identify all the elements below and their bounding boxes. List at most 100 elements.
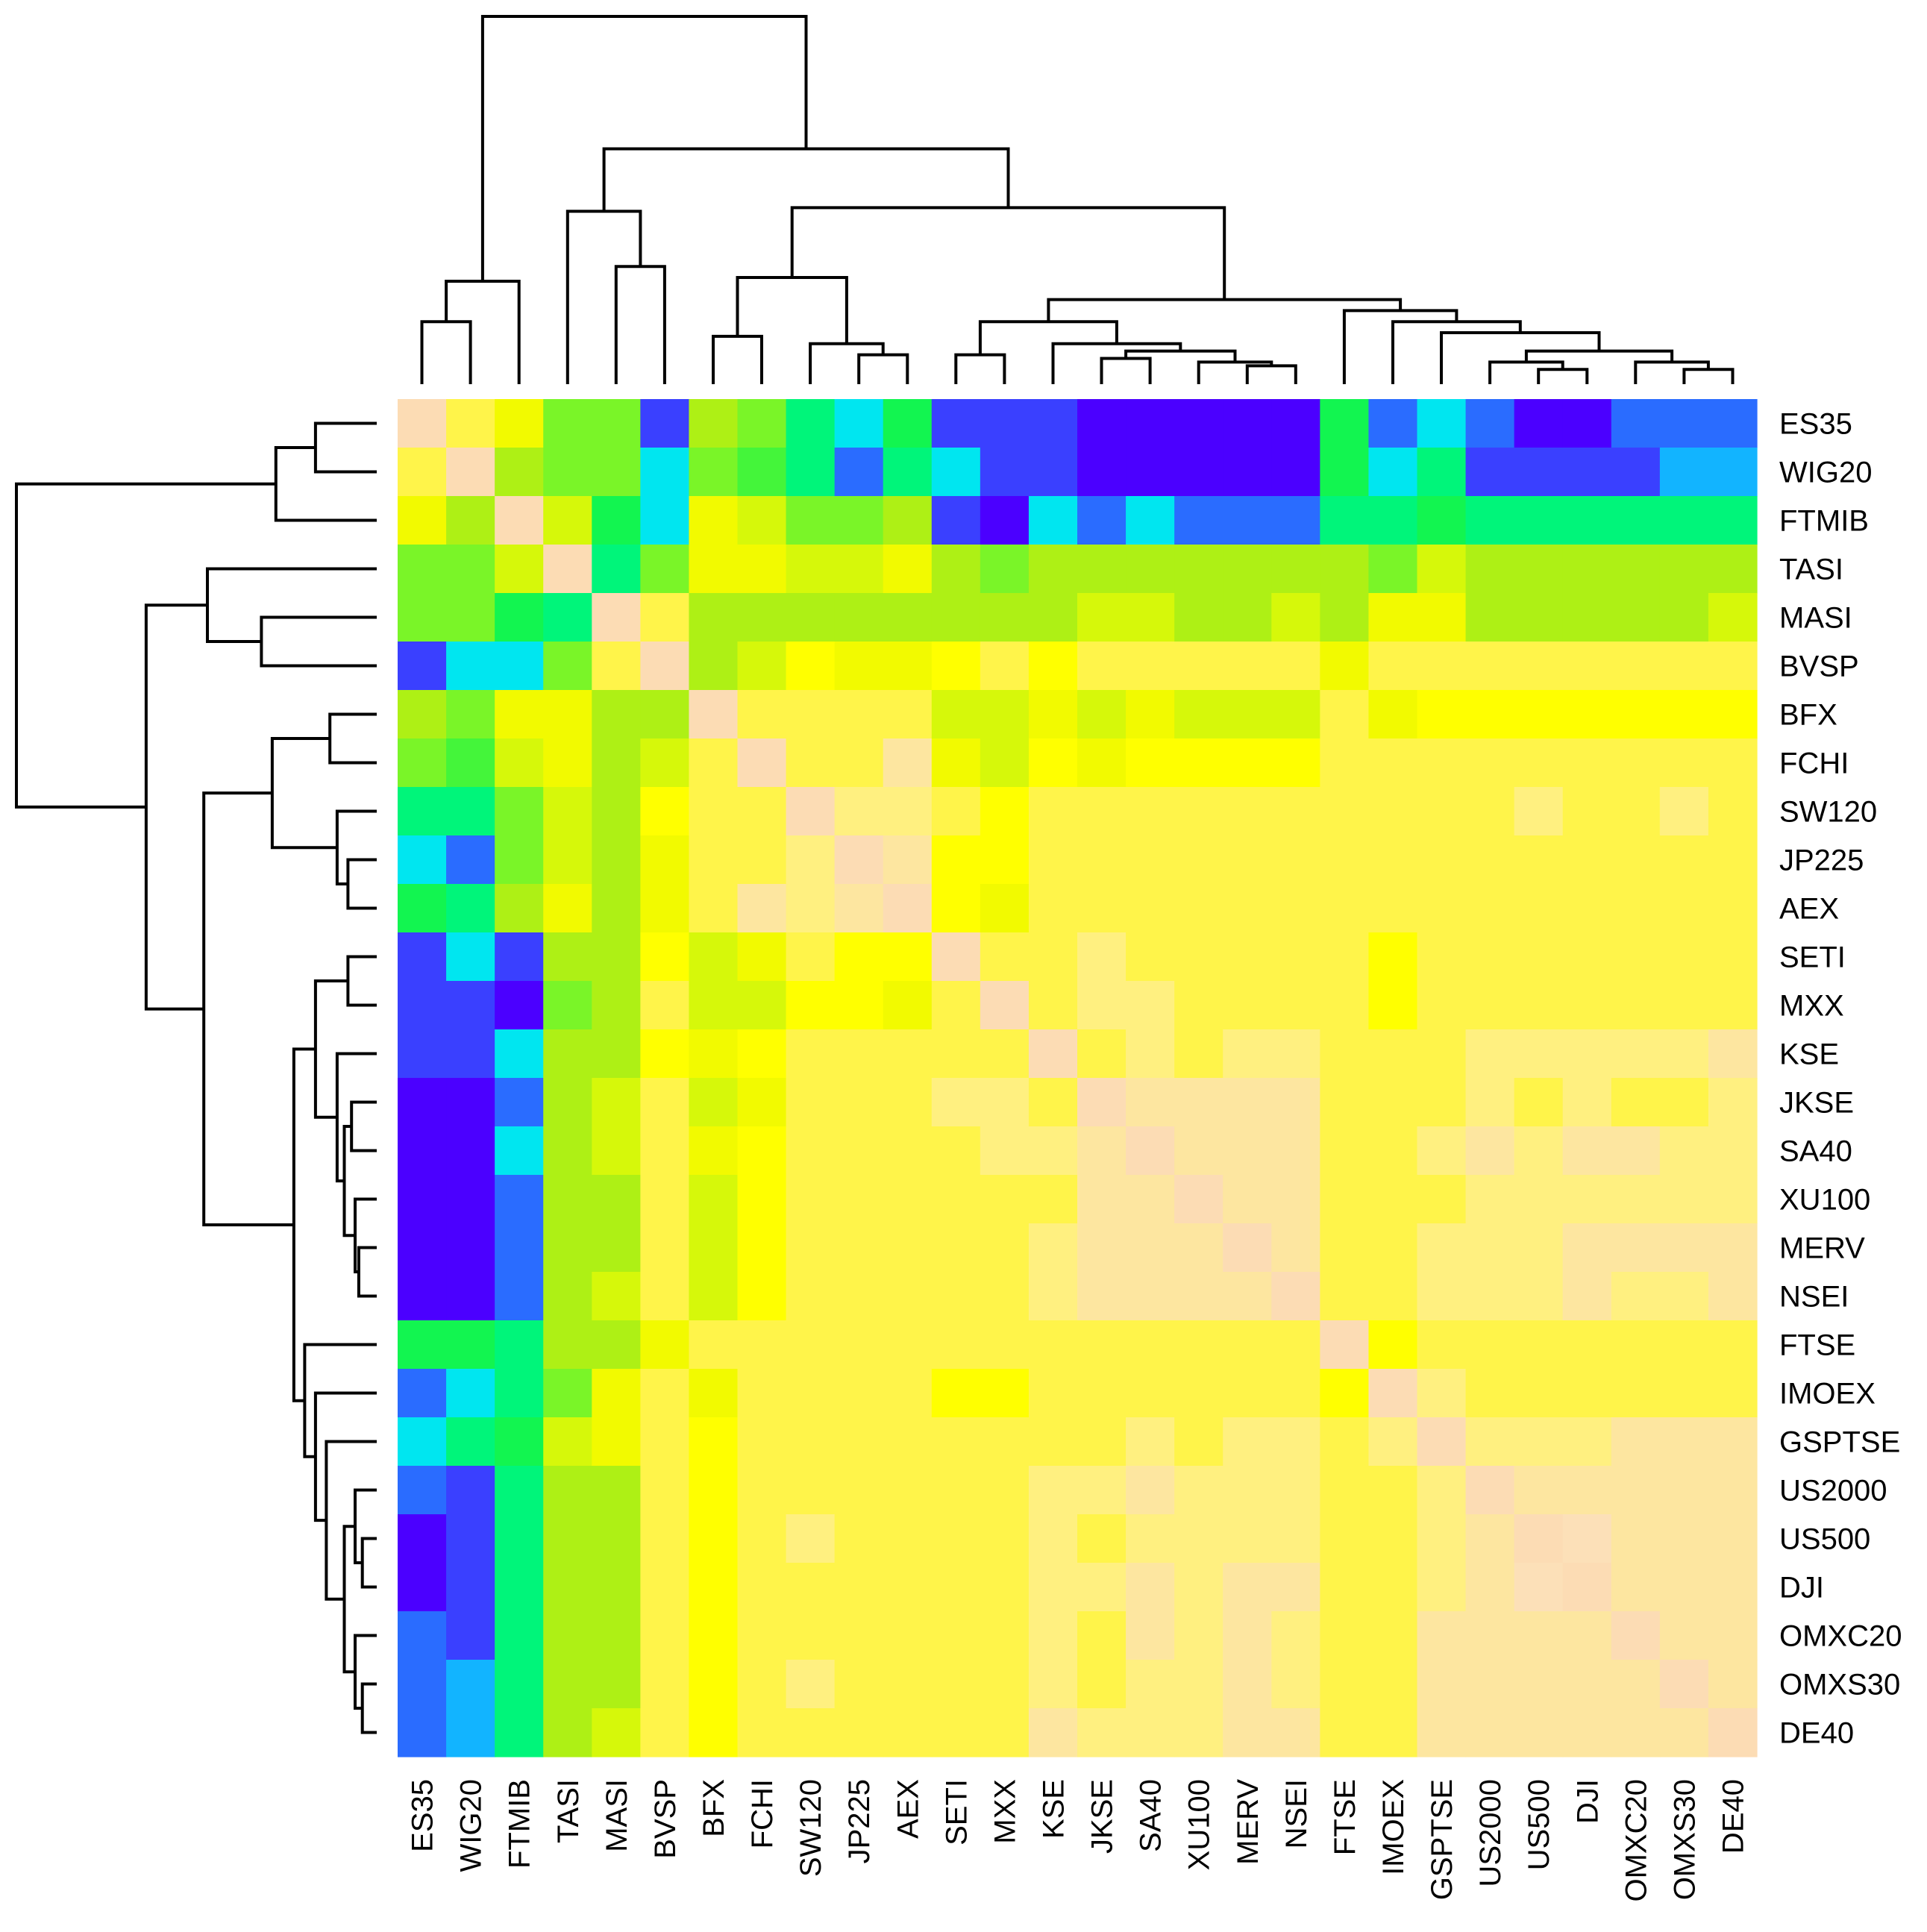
- column-label-FTSE: FTSE: [1329, 1779, 1362, 1855]
- heatmap-cell-BFX-US2000: [1465, 690, 1515, 739]
- heatmap-cell-DE40-XU100: [1174, 1708, 1223, 1757]
- heatmap-cell-SA40-OMXS30: [1659, 1126, 1709, 1176]
- heatmap-cell-FTSE-AEX: [883, 1320, 933, 1370]
- heatmap-cell-FCHI-SW120: [786, 738, 836, 788]
- heatmap-cell-OMXC20-ES35: [398, 1611, 447, 1660]
- heatmap-cell-KSE-SA40: [1126, 1029, 1175, 1079]
- heatmap-cell-NSEI-GSPTSE: [1417, 1272, 1467, 1321]
- heatmap-cell-BVSP-MXX: [980, 642, 1030, 691]
- heatmap-cell-OMXS30-WIG20: [446, 1660, 495, 1709]
- heatmap-cell-US500-DJI: [1562, 1514, 1612, 1564]
- heatmap-cell-SW120-FTSE: [1320, 787, 1370, 836]
- column-label-ES35: ES35: [407, 1779, 439, 1852]
- heatmap-cell-NSEI-MERV: [1223, 1272, 1272, 1321]
- heatmap-cell-FCHI-US500: [1514, 738, 1564, 788]
- heatmap-cell-MERV-MXX: [980, 1223, 1030, 1273]
- heatmap-cell-MXX-OMXS30: [1659, 981, 1709, 1030]
- heatmap-cell-KSE-NSEI: [1271, 1029, 1320, 1079]
- heatmap-cell-KSE-KSE: [1028, 1029, 1078, 1079]
- heatmap-cell-MXX-FCHI: [737, 981, 787, 1030]
- heatmap-cell-MASI-FCHI: [737, 593, 787, 642]
- heatmap-cell-ES35-OMXS30: [1659, 399, 1709, 448]
- heatmap-cell-MXX-MXX: [980, 981, 1030, 1030]
- heatmap-cell-SETI-BFX: [689, 932, 739, 982]
- heatmap-cell-SA40-DE40: [1708, 1126, 1758, 1176]
- heatmap-cell-MERV-ES35: [398, 1223, 447, 1273]
- heatmap-cell-IMOEX-WIG20: [446, 1369, 495, 1418]
- heatmap-cell-AEX-MERV: [1223, 884, 1272, 933]
- heatmap-cell-BVSP-TASI: [543, 642, 592, 691]
- heatmap-cell-NSEI-MXX: [980, 1272, 1030, 1321]
- heatmap-cell-BVSP-SA40: [1126, 642, 1175, 691]
- heatmap-cell-AEX-BVSP: [640, 884, 690, 933]
- heatmap-cell-JP225-ES35: [398, 835, 447, 885]
- heatmap-cell-OMXC20-GSPTSE: [1417, 1611, 1467, 1660]
- heatmap-cell-US2000-SA40: [1126, 1466, 1175, 1515]
- heatmap-cell-JP225-US500: [1514, 835, 1564, 885]
- heatmap-cell-WIG20-JKSE: [1077, 448, 1127, 497]
- heatmap-cell-US2000-FTMIB: [495, 1466, 544, 1515]
- heatmap-cell-US2000-OMXS30: [1659, 1466, 1709, 1515]
- heatmap-cell-MXX-WIG20: [446, 981, 495, 1030]
- heatmap-cell-FTMIB-SETI: [931, 496, 981, 545]
- heatmap-cell-US2000-ES35: [398, 1466, 447, 1515]
- heatmap-cell-SETI-GSPTSE: [1417, 932, 1467, 982]
- heatmap-cell-FCHI-KSE: [1028, 738, 1078, 788]
- heatmap-cell-DE40-FTSE: [1320, 1708, 1370, 1757]
- heatmap-cell-DE40-NSEI: [1271, 1708, 1320, 1757]
- heatmap-cell-DJI-FCHI: [737, 1563, 787, 1612]
- heatmap-cell-KSE-BFX: [689, 1029, 739, 1079]
- heatmap-cell-GSPTSE-JP225: [834, 1417, 884, 1467]
- heatmap-cell-WIG20-ES35: [398, 448, 447, 497]
- heatmap-cell-FTSE-TASI: [543, 1320, 592, 1370]
- heatmap-cell-OMXS30-SETI: [931, 1660, 981, 1709]
- heatmap-cell-DJI-SA40: [1126, 1563, 1175, 1612]
- row-label-MERV: MERV: [1779, 1232, 1865, 1265]
- heatmap-cell-GSPTSE-FTMIB: [495, 1417, 544, 1467]
- heatmap-cell-MERV-BFX: [689, 1223, 739, 1273]
- heatmap-cell-ES35-OMXC20: [1611, 399, 1661, 448]
- heatmap-cell-MERV-MERV: [1223, 1223, 1272, 1273]
- heatmap-cell-JP225-JP225: [834, 835, 884, 885]
- heatmap-cell-MASI-IMOEX: [1368, 593, 1418, 642]
- heatmap-cell-ES35-US500: [1514, 399, 1564, 448]
- heatmap-cell-DJI-MERV: [1223, 1563, 1272, 1612]
- heatmap-cell-AEX-TASI: [543, 884, 592, 933]
- heatmap-cell-SA40-GSPTSE: [1417, 1126, 1467, 1176]
- heatmap-cell-MASI-OMXC20: [1611, 593, 1661, 642]
- heatmap-cell-IMOEX-OMXS30: [1659, 1369, 1709, 1418]
- heatmap-cell-BVSP-KSE: [1028, 642, 1078, 691]
- heatmap-cell-NSEI-SA40: [1126, 1272, 1175, 1321]
- heatmap-cell-MXX-SETI: [931, 981, 981, 1030]
- heatmap-cell-OMXC20-WIG20: [446, 1611, 495, 1660]
- heatmap-cell-JP225-DJI: [1562, 835, 1612, 885]
- column-label-US500: US500: [1523, 1779, 1555, 1870]
- heatmap-cell-BVSP-SW120: [786, 642, 836, 691]
- row-label-FTMIB: FTMIB: [1779, 505, 1869, 538]
- heatmap-cell-OMXS30-FTMIB: [495, 1660, 544, 1709]
- heatmap-cell-FTMIB-FTSE: [1320, 496, 1370, 545]
- heatmap-cell-XU100-DE40: [1708, 1175, 1758, 1224]
- heatmap-cell-ES35-AEX: [883, 399, 933, 448]
- heatmap-cell-FTMIB-BVSP: [640, 496, 690, 545]
- heatmap-cell-AEX-FTSE: [1320, 884, 1370, 933]
- heatmap-cell-SA40-JP225: [834, 1126, 884, 1176]
- heatmap-cell-KSE-MASI: [592, 1029, 641, 1079]
- heatmap-cell-BFX-GSPTSE: [1417, 690, 1467, 739]
- heatmap-cell-US500-SW120: [786, 1514, 836, 1564]
- heatmap-cell-XU100-BFX: [689, 1175, 739, 1224]
- heatmap-cell-OMXS30-DJI: [1562, 1660, 1612, 1709]
- heatmap-cell-OMXS30-US500: [1514, 1660, 1564, 1709]
- column-label-DJI: DJI: [1571, 1779, 1604, 1824]
- heatmap-cell-MASI-FTMIB: [495, 593, 544, 642]
- heatmap-cell-US2000-OMXC20: [1611, 1466, 1661, 1515]
- heatmap-cell-XU100-FTSE: [1320, 1175, 1370, 1224]
- heatmap-cell-AEX-JP225: [834, 884, 884, 933]
- heatmap-cell-US500-OMXC20: [1611, 1514, 1661, 1564]
- heatmap-cell-DJI-BVSP: [640, 1563, 690, 1612]
- heatmap-cell-AEX-SETI: [931, 884, 981, 933]
- heatmap-cell-FTSE-GSPTSE: [1417, 1320, 1467, 1370]
- heatmap-cell-TASI-WIG20: [446, 545, 495, 594]
- heatmap-cell-US2000-SETI: [931, 1466, 981, 1515]
- column-label-SW120: SW120: [795, 1779, 827, 1877]
